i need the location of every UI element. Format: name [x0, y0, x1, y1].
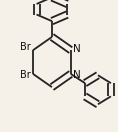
Text: N: N — [73, 44, 81, 55]
Text: Br: Br — [20, 70, 31, 80]
Text: Br: Br — [20, 42, 31, 52]
Text: N: N — [73, 70, 81, 80]
